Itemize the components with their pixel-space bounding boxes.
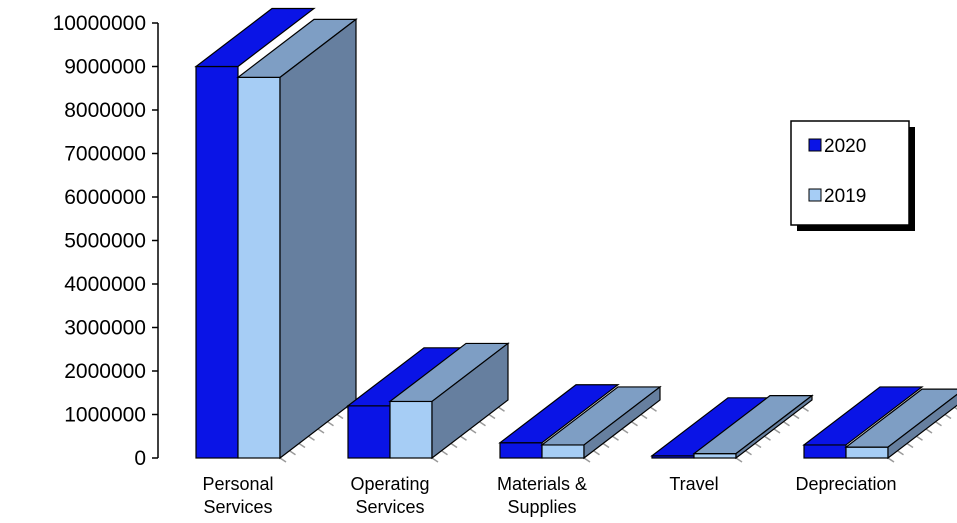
bar-shadow-tick bbox=[488, 413, 496, 420]
bar-2019-front bbox=[845, 446, 889, 459]
y-tick-label: 8000000 bbox=[64, 99, 146, 122]
x-tick-label: Depreciation bbox=[795, 474, 896, 494]
bar-shadow-tick bbox=[479, 421, 486, 427]
bar-shadow-tick bbox=[289, 450, 296, 456]
bar-2020-front bbox=[347, 405, 391, 459]
y-tick-label: 2000000 bbox=[64, 360, 146, 383]
bar-2020-top bbox=[498, 384, 620, 444]
x-tick-label: Personal bbox=[202, 474, 273, 494]
bars bbox=[194, 7, 957, 463]
x-tick-label: Operating bbox=[350, 474, 429, 494]
legend-swatch-2020 bbox=[808, 138, 822, 152]
bar-shadow-tick bbox=[469, 428, 477, 434]
bar-2019-front bbox=[541, 444, 585, 459]
x-axis-labels: Personal Services Operating Services Materia… bbox=[202, 474, 896, 517]
bar-shadow-tick bbox=[906, 442, 914, 449]
bar-shadow-tick bbox=[935, 421, 942, 427]
bar-shadow-tick bbox=[441, 450, 448, 456]
bar-shadow-tick bbox=[298, 442, 306, 449]
legend-label-2020: 2020 bbox=[824, 136, 866, 157]
legend-swatch-2019 bbox=[808, 188, 822, 202]
bar-shadow-tick bbox=[735, 457, 743, 463]
bar-shadow-tick bbox=[640, 413, 648, 420]
bar-shadow-tick bbox=[317, 428, 325, 434]
bar-group bbox=[194, 7, 358, 463]
bar-shadow-tick bbox=[916, 435, 923, 441]
legend-label-2019: 2019 bbox=[824, 186, 866, 207]
bar-shadow-tick bbox=[745, 450, 752, 456]
bar-shadow-tick bbox=[925, 428, 933, 434]
bar-group bbox=[498, 384, 662, 463]
bar-shadow-tick bbox=[887, 457, 895, 463]
bar-shadow-tick bbox=[279, 457, 287, 463]
bar-2019-front bbox=[389, 400, 433, 459]
y-tick-label: 10000000 bbox=[53, 12, 146, 35]
bar-shadow-tick bbox=[460, 435, 467, 441]
bar-shadow-tick bbox=[773, 428, 781, 434]
bar-shadow-tick bbox=[308, 435, 315, 441]
bar-shadow-tick bbox=[944, 413, 952, 420]
bar-2020-top bbox=[194, 7, 316, 68]
bar-shadow-tick bbox=[612, 435, 619, 441]
bar-shadow-tick bbox=[792, 413, 800, 420]
bar-shadow-tick bbox=[602, 442, 610, 449]
bar-group bbox=[346, 342, 510, 463]
bar-2019-front bbox=[237, 76, 281, 459]
bar-shadow-tick bbox=[450, 442, 458, 449]
legend: 2020 2019 bbox=[790, 120, 915, 231]
bar-2020-top bbox=[802, 386, 924, 446]
x-tick-label: Travel bbox=[669, 474, 718, 494]
y-tick-label: 0 bbox=[134, 447, 146, 470]
x-tick-label: Services bbox=[355, 497, 424, 517]
bar-2019-front bbox=[693, 453, 737, 459]
bar-side-face bbox=[583, 385, 661, 460]
x-tick-label: Supplies bbox=[507, 497, 576, 517]
bar-side-face bbox=[431, 342, 509, 460]
bar-2020-front bbox=[499, 442, 543, 459]
y-tick-label: 5000000 bbox=[64, 230, 146, 253]
bar-shadow-tick bbox=[764, 435, 771, 441]
bar-shadow-tick bbox=[498, 406, 505, 412]
x-tick-label: Services bbox=[203, 497, 272, 517]
bar-2020-front bbox=[803, 444, 847, 459]
bar-side-face bbox=[735, 394, 813, 460]
y-tick-label: 9000000 bbox=[64, 56, 146, 79]
bar-side-face bbox=[887, 393, 957, 460]
bar-shadow-tick bbox=[802, 406, 809, 412]
legend-box bbox=[790, 120, 910, 226]
bar-group bbox=[802, 386, 957, 463]
bar-shadow-tick bbox=[631, 421, 638, 427]
bar-shadow-tick bbox=[327, 421, 334, 427]
y-tick-label: 3000000 bbox=[64, 317, 146, 340]
y-tick-label: 4000000 bbox=[64, 273, 146, 296]
bar-shadow-tick bbox=[783, 421, 790, 427]
bar-shadow-tick bbox=[431, 457, 439, 463]
bar-2019-top bbox=[844, 388, 957, 448]
bar-shadow-tick bbox=[336, 413, 344, 420]
bar-shadow-tick bbox=[593, 450, 600, 456]
y-tick-label: 1000000 bbox=[64, 404, 146, 427]
y-tick-label: 7000000 bbox=[64, 143, 146, 166]
bar-group bbox=[650, 394, 814, 463]
bar-shadow-tick bbox=[650, 406, 657, 412]
bar-shadow-tick bbox=[897, 450, 904, 456]
bar-shadow-tick bbox=[954, 406, 957, 410]
bar-side-face bbox=[279, 18, 357, 460]
bar-shadow-tick bbox=[754, 442, 762, 449]
y-axis: 0 1000000 2000000 3000000 4000000 5000000 6000… bbox=[53, 12, 159, 470]
y-tick-label: 6000000 bbox=[64, 186, 146, 209]
bar-2020-front bbox=[195, 65, 239, 459]
bar-shadow-tick bbox=[583, 457, 591, 463]
x-tick-label: Materials & bbox=[497, 474, 587, 494]
bar-shadow-tick bbox=[621, 428, 629, 434]
